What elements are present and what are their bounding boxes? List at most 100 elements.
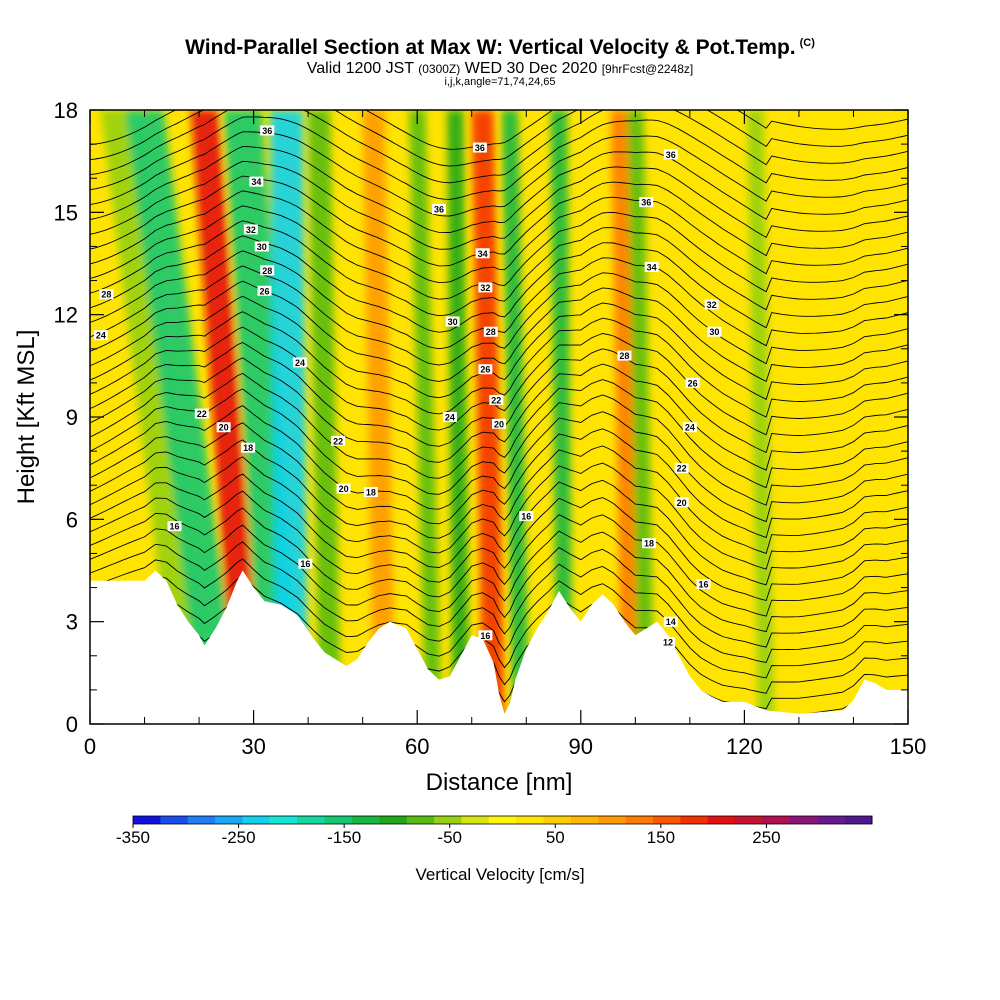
- contour-label-bg: [298, 558, 313, 569]
- contour-label-bg: [363, 487, 378, 498]
- velocity-band: [610, 110, 639, 724]
- contour-label: 36: [432, 203, 447, 214]
- isentrope-line: [90, 110, 908, 167]
- contour-label-bg: [241, 442, 256, 453]
- grid-info: i,j,k,angle=71,74,24,65: [444, 76, 556, 88]
- colorbar-tick-label: 250: [752, 828, 780, 847]
- isentrope-line: [90, 591, 908, 694]
- contour-label-text: 18: [366, 488, 376, 498]
- isentrope-line: [90, 280, 908, 383]
- contour-label-bg: [519, 510, 534, 521]
- y-tick-label: 18: [54, 98, 78, 123]
- contour-label-bg: [257, 285, 272, 296]
- contour-label-text: 20: [219, 423, 229, 433]
- isentrope-line: [90, 205, 908, 300]
- contour-label: 28: [260, 265, 275, 276]
- contour-label-text: 26: [480, 365, 490, 375]
- contour-label: 18: [363, 487, 378, 498]
- colorbar-swatch: [324, 816, 353, 824]
- contour-label-text: 22: [491, 395, 501, 405]
- valid-utc: (0300Z): [418, 62, 461, 76]
- contour-label: 22: [194, 408, 209, 419]
- colorbar-swatch: [707, 816, 736, 824]
- contour-label-bg: [445, 316, 460, 327]
- contour-label-bg: [478, 630, 493, 641]
- colorbar-tick-label: 150: [647, 828, 675, 847]
- isentrope-line: [90, 558, 908, 664]
- isentrope-line: [90, 160, 908, 250]
- colorbar-swatch: [570, 816, 599, 824]
- contour-label: 22: [331, 435, 346, 446]
- isentrope-line: [90, 250, 908, 350]
- velocity-band: [447, 110, 470, 724]
- contour-label-text: 36: [666, 150, 676, 160]
- y-axis-label: Height [Kft MSL]: [13, 330, 40, 505]
- colorbar-tick-label: -350: [116, 828, 150, 847]
- contour-label-bg: [492, 418, 506, 429]
- contour-label-bg: [489, 394, 504, 405]
- contour-label-text: 16: [480, 631, 490, 641]
- contour-label-bg: [472, 142, 487, 153]
- contour-label: 18: [641, 538, 656, 549]
- velocity-band: [190, 110, 262, 724]
- contour-label-bg: [661, 637, 676, 648]
- valid-date: WED 30 Dec 2020: [464, 60, 598, 77]
- x-tick-label: 120: [726, 734, 763, 759]
- contour-label-text: 22: [333, 436, 343, 446]
- x-axis-label: Distance [nm]: [426, 769, 573, 796]
- contour-label-bg: [483, 326, 498, 337]
- contour-label: 24: [292, 357, 307, 368]
- contour-label: 32: [478, 282, 493, 293]
- contour-label-bg: [674, 463, 689, 474]
- colorbar-swatch: [379, 816, 408, 824]
- contour-label: 20: [336, 483, 351, 494]
- contour-label-bg: [641, 538, 656, 549]
- colorbar-swatch: [789, 816, 818, 824]
- contour-label-text: 16: [521, 511, 531, 521]
- contour-label-text: 28: [486, 327, 496, 337]
- colorbar-tick-label: 50: [546, 828, 565, 847]
- contour-label: 34: [249, 176, 264, 187]
- colorbar-swatch: [543, 816, 572, 824]
- contour-label-text: 34: [478, 249, 488, 259]
- isentrope-line: [90, 311, 908, 418]
- chart-subtitle: Valid 1200 JST (0300Z) WED 30 Dec 2020 […: [0, 60, 1000, 78]
- copyright-mark: (C): [799, 37, 815, 49]
- contour-label: 32: [243, 224, 258, 235]
- y-tick-label: 0: [66, 712, 78, 737]
- contour-label-text: 18: [644, 539, 654, 549]
- isentrope-line: [90, 541, 908, 648]
- isentrope-line: [90, 524, 908, 633]
- x-tick-label: 0: [84, 734, 96, 759]
- y-tick-label: 6: [66, 507, 78, 532]
- colorbar-swatch: [461, 816, 490, 824]
- colorbar-swatch: [133, 816, 161, 824]
- isentrope-line: [90, 439, 908, 554]
- contour-label: 36: [472, 142, 487, 153]
- isentrope-line: [90, 131, 908, 217]
- contour-label-text: 12: [663, 638, 673, 648]
- contour-label-bg: [442, 412, 457, 422]
- contour-label-text: 14: [666, 617, 676, 627]
- contour-label-bg: [216, 422, 231, 433]
- contour-label-bg: [696, 579, 711, 590]
- x-tick-label: 60: [405, 734, 429, 759]
- colorbar-label: Vertical Velocity [cm/s]: [415, 865, 584, 884]
- y-tick-label: 15: [54, 200, 78, 225]
- isentrope-line: [90, 146, 908, 234]
- isentrope-line: [90, 456, 908, 570]
- contour-label-text: 36: [434, 204, 444, 214]
- contour-label: 20: [216, 422, 231, 433]
- colorbar-swatch: [488, 816, 517, 824]
- contour-label-bg: [167, 521, 182, 532]
- colorbar-swatch: [242, 816, 271, 824]
- valid-time: Valid 1200 JST: [306, 60, 414, 77]
- contour-label-bg: [707, 326, 722, 337]
- chart-title: Wind-Parallel Section at Max W: Vertical…: [0, 36, 1000, 60]
- contour-label-text: 24: [445, 413, 455, 423]
- contour-label: 30: [254, 241, 269, 252]
- colorbar-swatch: [735, 816, 764, 824]
- contour-label-text: 36: [475, 143, 485, 153]
